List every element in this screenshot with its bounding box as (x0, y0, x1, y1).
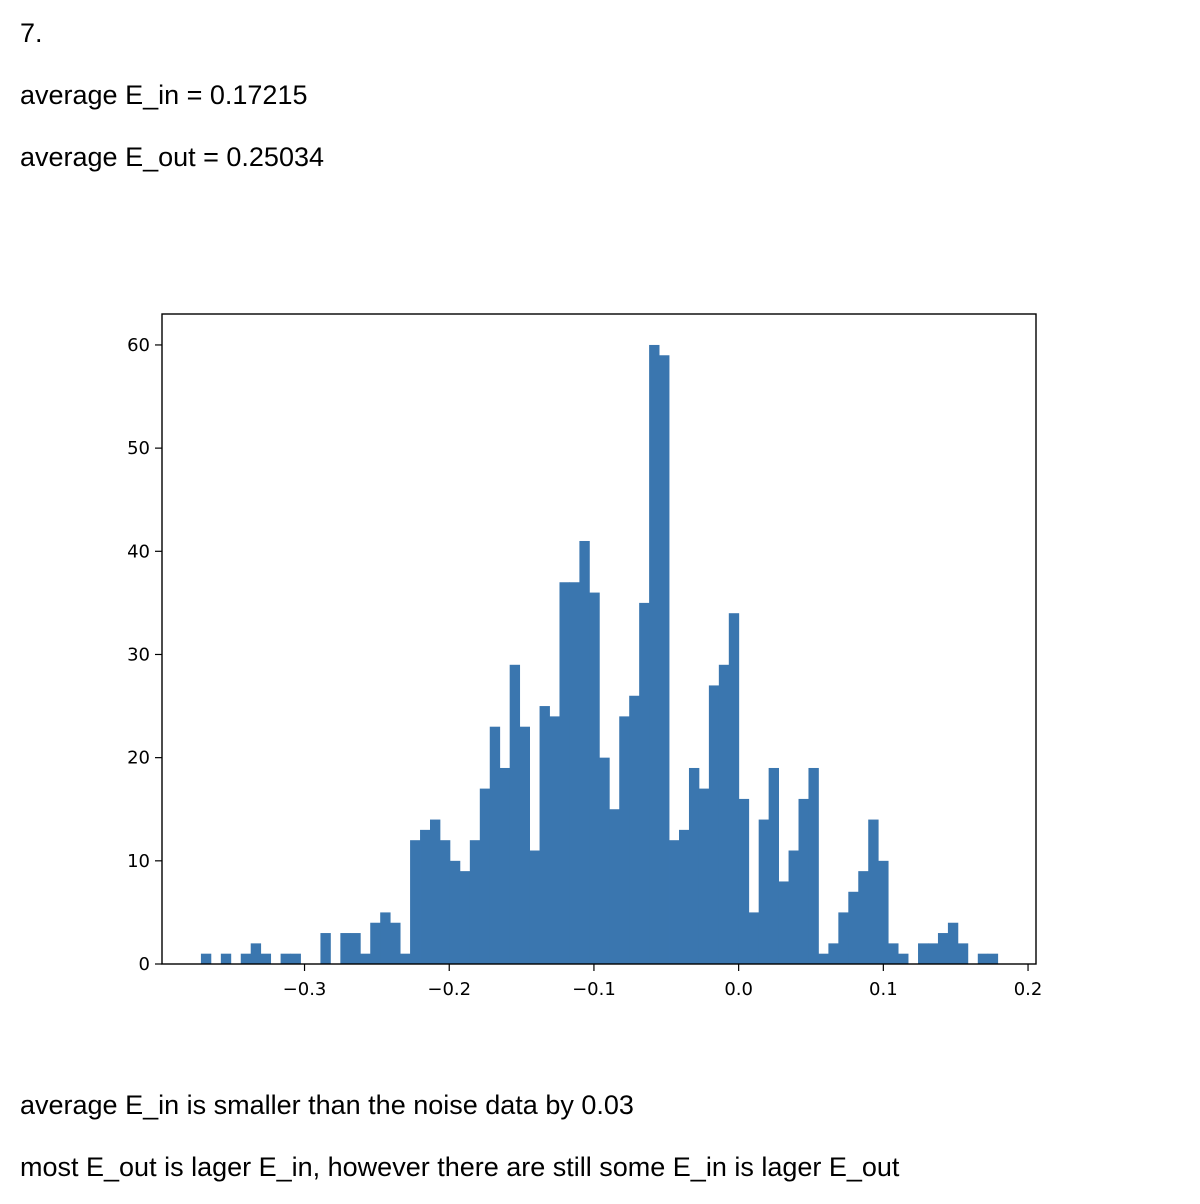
y-tick-label: 20 (127, 748, 150, 769)
histogram-bar (599, 757, 610, 964)
average-eout-line: average E_out = 0.25034 (20, 142, 325, 172)
x-tick-label: 0.0 (724, 979, 753, 1000)
histogram-bars (200, 344, 999, 964)
y-tick-label: 30 (127, 644, 150, 665)
histogram-bar (509, 664, 521, 964)
chart-axes: −0.3 −0.2 −0.1 0.0 0.1 0.2 0 10 20 30 40 50 60 (127, 313, 1043, 1000)
histogram-bar (589, 592, 600, 964)
histogram-bar (250, 943, 262, 964)
histogram-bar (280, 953, 291, 964)
histogram-bar (858, 871, 869, 964)
histogram-bar (738, 798, 750, 964)
histogram-bar (947, 922, 959, 964)
histogram-bar (649, 344, 660, 964)
histogram-bar (798, 798, 809, 964)
histogram-bar (698, 788, 710, 964)
plot-frame (161, 313, 1037, 965)
x-tick-label: −0.2 (427, 979, 471, 1000)
histogram-bar (449, 860, 461, 964)
histogram-bar (778, 881, 789, 964)
histogram-bar (818, 953, 829, 964)
histogram-bar (320, 933, 331, 964)
x-tick-label: −0.3 (283, 979, 327, 1000)
histogram-bar (878, 860, 889, 964)
histogram-bar (290, 953, 301, 964)
y-tick-label: 60 (127, 335, 150, 356)
histogram-bar (569, 582, 580, 964)
histogram-bar (748, 912, 760, 964)
x-tick-label: 0.1 (869, 979, 898, 1000)
histogram-bar (459, 871, 471, 964)
histogram-bar (957, 943, 969, 964)
histogram-bar (410, 840, 421, 964)
histogram-bar (629, 695, 640, 964)
histogram-bar (360, 953, 371, 964)
y-tick-label: 40 (127, 541, 150, 562)
histogram-bar (888, 943, 899, 964)
histogram-bar (758, 819, 770, 964)
histogram-bar (708, 685, 720, 964)
histogram-bar (828, 943, 839, 964)
histogram-bar (848, 891, 859, 964)
histogram-bar (370, 922, 381, 964)
conclusion-line-1: average E_in is smaller than the noise d… (20, 1090, 634, 1120)
y-tick-label: 10 (127, 851, 150, 872)
histogram-bar (430, 819, 441, 964)
histogram-bar (688, 767, 700, 964)
histogram-bar (220, 953, 232, 964)
histogram-bar (549, 716, 560, 964)
histogram-bar (519, 726, 530, 964)
histogram-bar (529, 850, 540, 964)
histogram-bar (808, 767, 819, 964)
histogram-bar (380, 912, 391, 964)
histogram-bar (679, 829, 690, 964)
histogram-bar (559, 582, 570, 964)
histogram-bar (479, 788, 491, 964)
y-tick-label: 50 (127, 438, 150, 459)
x-tick-label: 0.2 (1014, 979, 1043, 1000)
histogram-bar (659, 355, 670, 964)
histogram-chart: −0.3 −0.2 −0.1 0.0 0.1 0.2 0 10 20 30 40 50 60 (127, 313, 1043, 1000)
y-tick-label: 0 (139, 954, 150, 975)
histogram-bar (918, 943, 929, 964)
histogram-bar (350, 933, 361, 964)
histogram-bar (937, 933, 949, 964)
histogram-bar (469, 840, 481, 964)
histogram-bar (669, 840, 680, 964)
histogram-bar (400, 953, 411, 964)
histogram-bar (609, 809, 620, 964)
histogram-bar (260, 953, 272, 964)
histogram-bar (489, 726, 501, 964)
histogram-bar (420, 829, 431, 964)
histogram-bar (240, 953, 252, 964)
histogram-bar (977, 953, 989, 964)
histogram-bar (728, 613, 740, 964)
histogram-bar (838, 912, 849, 964)
histogram-bar (499, 767, 511, 964)
histogram-bar (718, 664, 730, 964)
histogram-bar (539, 706, 550, 964)
histogram-bar (868, 819, 879, 964)
conclusion-line-2: most E_out is lager E_in, however there … (20, 1152, 900, 1182)
histogram-bar (768, 767, 779, 964)
histogram-bar (619, 716, 630, 964)
x-tick-label: −0.1 (572, 979, 616, 1000)
histogram-bar (439, 840, 451, 964)
histogram-bar (927, 943, 939, 964)
average-ein-line: average E_in = 0.17215 (20, 80, 308, 110)
histogram-bar (898, 953, 909, 964)
histogram-bar (579, 540, 590, 964)
question-number: 7. (20, 18, 43, 48)
histogram-bar (340, 933, 351, 964)
histogram-bar (788, 850, 799, 964)
histogram-bar (987, 953, 999, 964)
histogram-bar (200, 953, 212, 964)
histogram-bar (390, 922, 401, 964)
histogram-bar (639, 602, 650, 964)
